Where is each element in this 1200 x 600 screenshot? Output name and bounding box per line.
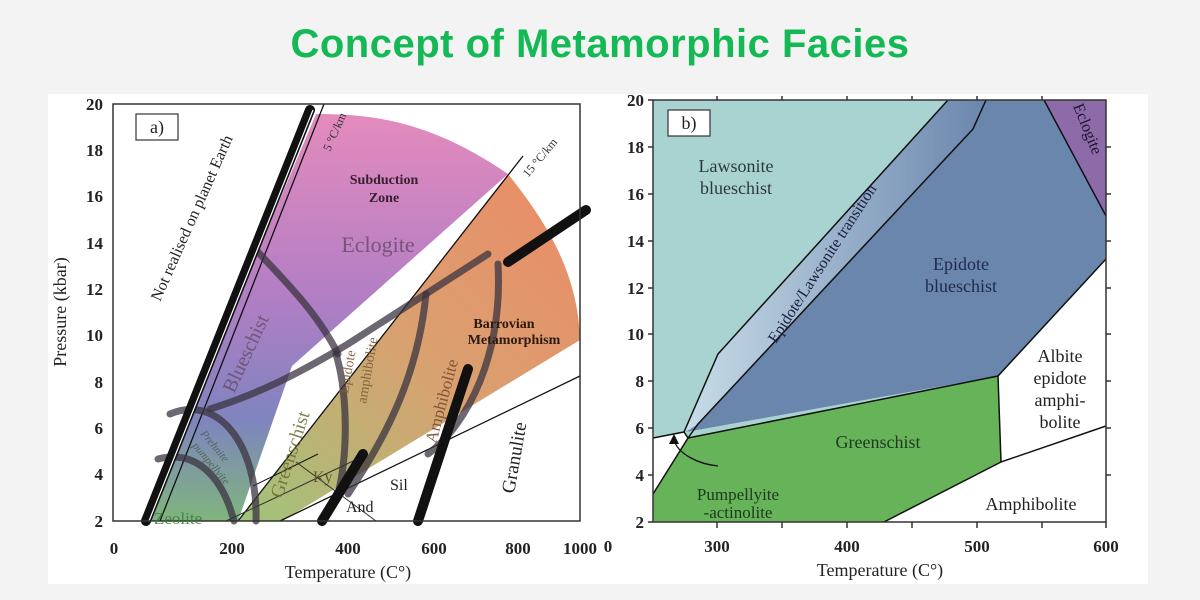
svg-text:Albite: Albite <box>1038 346 1083 366</box>
svg-text:400: 400 <box>335 539 361 558</box>
svg-text:0: 0 <box>110 539 119 558</box>
region-albite-epidote-amphibolite <box>998 259 1106 462</box>
svg-text:1000: 1000 <box>563 539 597 558</box>
chart-panel-a: a) 20 18 16 14 12 10 8 6 4 2 0 200 400 6… <box>48 94 608 584</box>
panel-a-label: a) <box>150 117 164 138</box>
panel-b-label: b) <box>682 113 697 134</box>
svg-text:600: 600 <box>421 539 447 558</box>
svg-text:14: 14 <box>86 234 104 253</box>
svg-text:epidote: epidote <box>1034 368 1087 388</box>
svg-text:Greenschist: Greenschist <box>836 432 921 452</box>
svg-text:18: 18 <box>86 141 103 160</box>
svg-text:Sil: Sil <box>390 477 408 494</box>
svg-text:bolite: bolite <box>1040 412 1081 432</box>
y-axis-label-a: Pressure (kbar) <box>50 257 71 366</box>
chart-a-svg: a) 20 18 16 14 12 10 8 6 4 2 0 200 400 6… <box>50 95 597 583</box>
svg-text:10: 10 <box>86 326 103 345</box>
svg-text:12: 12 <box>86 280 103 299</box>
region-subduction <box>144 114 508 521</box>
svg-text:blueschist: blueschist <box>925 276 997 296</box>
svg-text:-actinolite: -actinolite <box>704 503 773 522</box>
svg-text:Eclogite: Eclogite <box>341 232 414 257</box>
svg-text:Zone: Zone <box>369 191 399 206</box>
region-epidote-blueschist <box>686 100 1106 432</box>
svg-text:blueschist: blueschist <box>700 178 772 198</box>
x-axis-label-b: Temperature (C°) <box>817 560 943 581</box>
page-title: Concept of Metamorphic Facies <box>290 22 910 66</box>
svg-text:15 °C/km: 15 °C/km <box>520 135 561 180</box>
svg-text:0: 0 <box>604 537 613 556</box>
svg-text:Ky: Ky <box>313 469 333 486</box>
svg-text:Metamorphism: Metamorphism <box>468 333 561 348</box>
svg-text:6: 6 <box>636 419 645 438</box>
svg-text:400: 400 <box>834 537 860 556</box>
not-realised-label: Not realised on planet Earth <box>148 133 237 304</box>
chart-b-svg: b) 20 18 16 14 12 10 8 6 4 2 0 300 400 5… <box>604 91 1119 581</box>
svg-text:And: And <box>346 499 374 516</box>
svg-text:Epidote: Epidote <box>933 254 989 274</box>
svg-text:12: 12 <box>627 279 644 298</box>
svg-text:amphi-: amphi- <box>1035 390 1086 410</box>
svg-text:500: 500 <box>964 537 990 556</box>
svg-text:18: 18 <box>627 138 644 157</box>
svg-text:10: 10 <box>627 325 644 344</box>
svg-text:Barrovian: Barrovian <box>473 317 534 332</box>
svg-text:20: 20 <box>627 91 644 110</box>
svg-text:Granulite: Granulite <box>498 421 531 495</box>
svg-text:Lawsonite: Lawsonite <box>699 156 774 176</box>
svg-text:16: 16 <box>86 187 103 206</box>
svg-text:16: 16 <box>627 185 644 204</box>
svg-text:200: 200 <box>219 539 245 558</box>
svg-text:Subduction: Subduction <box>350 173 419 188</box>
svg-text:300: 300 <box>704 537 730 556</box>
svg-text:14: 14 <box>627 232 645 251</box>
svg-text:4: 4 <box>636 466 645 485</box>
svg-text:Epidote: Epidote <box>337 349 359 394</box>
region-greenschist <box>653 376 1001 522</box>
svg-text:2: 2 <box>636 513 645 532</box>
region-amphibolite <box>884 426 1106 522</box>
svg-text:Amphibolite: Amphibolite <box>986 494 1077 514</box>
svg-text:4: 4 <box>95 465 104 484</box>
svg-text:2: 2 <box>95 512 104 531</box>
svg-text:600: 600 <box>1093 537 1119 556</box>
svg-text:800: 800 <box>505 539 531 558</box>
region-pumpellyite-actinolite <box>653 432 688 494</box>
svg-text:8: 8 <box>636 372 645 391</box>
svg-text:8: 8 <box>95 373 104 392</box>
chart-panel-b: b) 20 18 16 14 12 10 8 6 4 2 0 300 400 5… <box>604 91 1148 584</box>
svg-text:Pumpellyite: Pumpellyite <box>697 485 779 504</box>
x-axis-label-a: Temperature (C°) <box>285 562 411 583</box>
svg-text:20: 20 <box>86 95 103 114</box>
svg-text:6: 6 <box>95 419 104 438</box>
svg-text:Zeolite: Zeolite <box>154 509 202 528</box>
region-barrovian <box>238 174 580 521</box>
region-transition <box>684 100 986 432</box>
